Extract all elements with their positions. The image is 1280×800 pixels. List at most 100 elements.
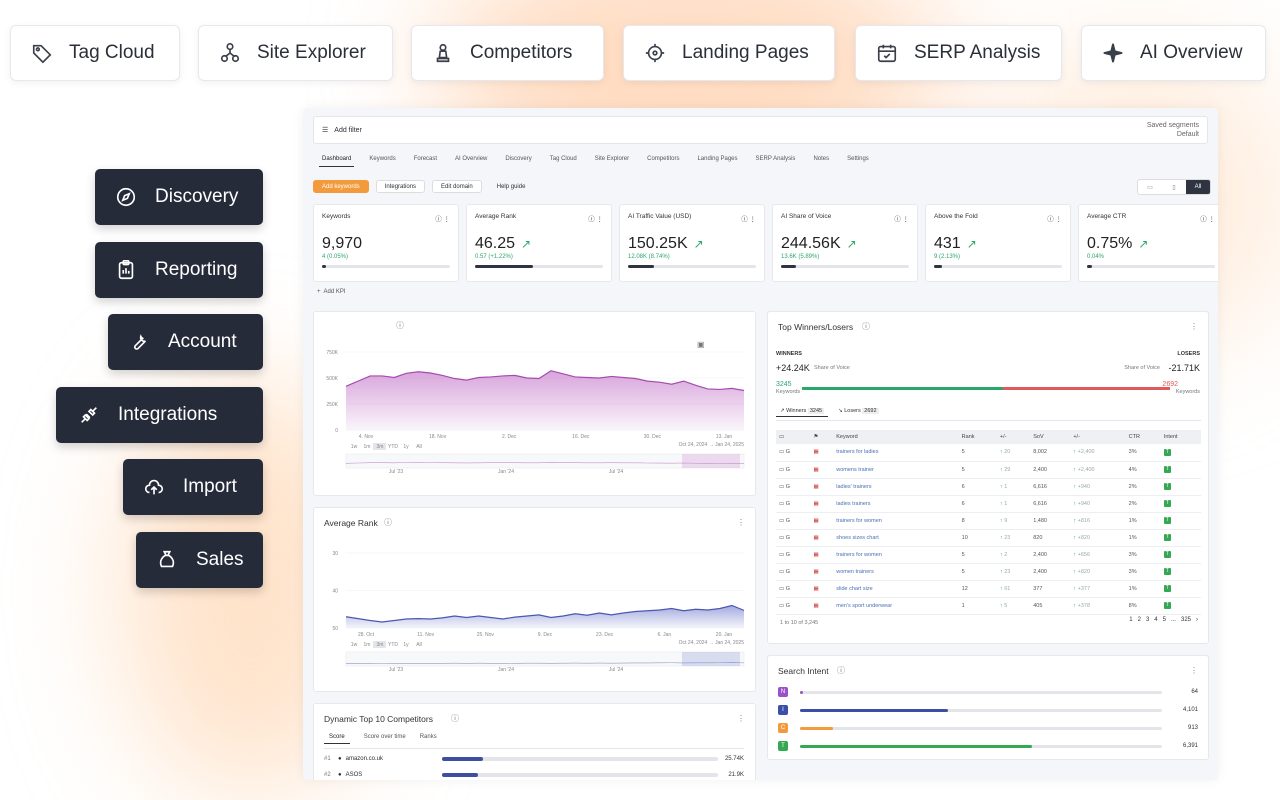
add-kpi-button[interactable]: + Add KPI (317, 289, 346, 295)
table-row[interactable]: ▭ G ▦ trainers for women 5 ↑ 2 2,400 ↑ +… (776, 546, 1201, 564)
range-button[interactable]: 1y (403, 444, 409, 450)
tab-tag-cloud[interactable]: Tag Cloud (10, 25, 180, 81)
page-link[interactable]: 5 (1162, 617, 1166, 623)
sales-button[interactable]: Sales (136, 532, 263, 588)
table-row[interactable]: ▭ G ▦ women trainers 5 ↑ 23 2,400 ↑ +820… (776, 563, 1201, 581)
nav-discovery[interactable]: Discovery (505, 156, 532, 162)
tab-landing-pages[interactable]: Landing Pages (623, 25, 835, 81)
range-button[interactable]: YTD (388, 444, 398, 450)
add-filter[interactable]: Add filter (334, 126, 362, 134)
col-country[interactable]: ⚑ (810, 430, 834, 444)
kpi-card[interactable]: Average Rank ⓘ ⋮ 46.25 ↗ 0.57 (+1.22%) (466, 204, 612, 282)
kpi-card[interactable]: Keywords ⓘ ⋮ 9,970 4 (0.05%) (313, 204, 459, 282)
col-device[interactable]: ▭ (776, 430, 811, 444)
all-view-button[interactable]: All (1186, 180, 1210, 194)
help-guide-link[interactable]: Help guide (496, 183, 526, 190)
nav-serp-analysis[interactable]: SERP Analysis (755, 156, 796, 162)
info-icon[interactable]: ⓘ (396, 321, 404, 330)
integrations-dropdown[interactable]: Integrations (375, 180, 426, 193)
edit-domain-button[interactable]: Edit domain (432, 180, 482, 193)
nav-competitors[interactable]: Competitors (647, 156, 680, 162)
visibility-chart[interactable]: 750K 500K 250K 0 4. Nov 18. Nov 2. Dec 16. Dec 3… (314, 312, 757, 497)
nav-settings[interactable]: Settings (847, 156, 869, 162)
nav-site-explorer[interactable]: Site Explorer (594, 156, 630, 162)
nav-landing-pages[interactable]: Landing Pages (697, 156, 738, 162)
kpi-card[interactable]: AI Traffic Value (USD) ⓘ ⋮ 150.25K ↗ 12.08K … (619, 204, 765, 282)
tab-site-explorer[interactable]: Site Explorer (198, 25, 393, 81)
page-link[interactable]: ... (1170, 617, 1176, 623)
range-button[interactable]: All (416, 642, 422, 648)
saved-segments[interactable]: Saved segments Default (1146, 122, 1199, 138)
page-link[interactable]: 3 (1145, 617, 1150, 623)
kpi-menu-icon[interactable]: ⓘ ⋮ (894, 216, 909, 223)
tab-serp-analysis[interactable]: SERP Analysis (855, 25, 1062, 81)
nav-ai-overview[interactable]: AI Overview (455, 156, 488, 162)
table-row[interactable]: ▭ G ▦ shoes sizes chart 10 ↑ 23 820 ↑ +8… (776, 529, 1201, 547)
filter-bar[interactable]: ☰ Add filter Saved segments Default (313, 116, 1208, 144)
table-row[interactable]: ▭ G ▦ trainers for ladies 5 ↑ 20 8,002 ↑… (776, 444, 1201, 462)
nav-dashboard[interactable]: Dashboard (313, 156, 360, 167)
table-row[interactable]: ▭ G ▦ womens trainer 5 ↑ 29 2,400 ↑ +2,4… (776, 461, 1201, 479)
competitor-row[interactable]: #2 ● ASOS 21.9K (324, 772, 744, 778)
intent-row[interactable]: N 64 (778, 686, 1198, 698)
page-link[interactable]: 1 (1129, 617, 1133, 623)
range-button[interactable]: 1w (351, 444, 358, 450)
discovery-button[interactable]: Discovery (95, 169, 263, 225)
intent-row[interactable]: T 6,391 (778, 740, 1198, 752)
competitor-row[interactable]: #1 ● amazon.co.uk 25.74K (324, 756, 744, 762)
average-rank-chart[interactable]: 30 40 50 28. Oct 11. Nov 25. Nov 9. Dec 23. Dec… (314, 508, 757, 693)
nav-keywords[interactable]: Keywords (369, 156, 396, 162)
next-page-icon[interactable]: › (1196, 617, 1198, 623)
page-link[interactable]: 325 (1180, 617, 1191, 623)
add-keywords-button[interactable]: Add keywords (313, 180, 369, 193)
table-row[interactable]: ▭ G ▦ trainers for women 8 ↑ 9 1,480 ↑ +… (776, 512, 1201, 530)
range-button[interactable]: 3m (377, 642, 384, 648)
info-icon[interactable]: ⓘ (451, 714, 459, 723)
kpi-menu-icon[interactable]: ⓘ ⋮ (588, 216, 603, 223)
kpi-menu-icon[interactable]: ⓘ ⋮ (1047, 216, 1062, 223)
range-button[interactable]: 1y (403, 642, 409, 648)
kpi-menu-icon[interactable]: ⓘ ⋮ (435, 216, 450, 223)
info-icon[interactable]: ⓘ (862, 322, 870, 331)
nav-notes[interactable]: Notes (813, 156, 830, 162)
more-icon[interactable]: ⋮ (737, 714, 745, 723)
kpi-card[interactable]: Above the Fold ⓘ ⋮ 431 ↗ 9 (2.13%) (925, 204, 1071, 282)
nav-forecast[interactable]: Forecast (413, 156, 438, 162)
nav-tag-cloud[interactable]: Tag Cloud (549, 156, 577, 162)
range-button[interactable]: All (416, 444, 422, 450)
tab-competitors[interactable]: Competitors (411, 25, 604, 81)
kpi-card[interactable]: Average CTR ⓘ ⋮ 0.75% ↗ 0.04% (1078, 204, 1218, 282)
account-button[interactable]: Account (108, 314, 263, 370)
intent-row[interactable]: C 913 (778, 722, 1198, 734)
table-row[interactable]: ▭ G ▦ slide chart size 12 ↑ 61 377 ↑ +37… (776, 580, 1201, 598)
tab-score[interactable]: Score (324, 734, 350, 744)
kpi-menu-icon[interactable]: ⓘ ⋮ (1200, 216, 1215, 223)
import-button[interactable]: Import (123, 459, 263, 515)
table-row[interactable]: ▭ G ▦ ladies' trainers 6 ↑ 1 6,616 ↑ +94… (776, 478, 1201, 496)
info-icon[interactable]: ⓘ (837, 666, 845, 675)
more-icon[interactable]: ⋮ (1190, 666, 1198, 675)
tab-winners[interactable]: ↗ Winners 3245 (776, 408, 829, 417)
kpi-menu-icon[interactable]: ⓘ ⋮ (741, 216, 756, 223)
range-button[interactable]: 1w (351, 642, 358, 648)
navigator-window[interactable] (682, 652, 740, 666)
range-button[interactable]: 1m (364, 444, 371, 450)
more-icon[interactable]: ⋮ (1190, 322, 1198, 331)
tab-losers[interactable]: ↘ Losers 2692 (838, 408, 879, 414)
tab-ai-overview[interactable]: AI Overview (1081, 25, 1266, 81)
export-image-icon[interactable]: ▣ (697, 340, 705, 349)
tab-ranks[interactable]: Ranks (419, 734, 437, 740)
range-button[interactable]: 1m (364, 642, 371, 648)
info-icon[interactable]: ⓘ (384, 518, 392, 527)
integrations-button[interactable]: Integrations (56, 387, 263, 443)
kpi-card[interactable]: AI Share of Voice ⓘ ⋮ 244.56K ↗ 13.6K (5.89%… (772, 204, 918, 282)
table-row[interactable]: ▭ G ▦ ladies trainers 6 ↑ 1 6,616 ↑ +940… (776, 495, 1201, 513)
desktop-view-icon[interactable]: ▭ (1147, 184, 1153, 191)
tab-score-over-time[interactable]: Score over time (363, 734, 406, 740)
table-row[interactable]: ▭ G ▦ men's sport underwear 1 ↑ 5 405 ↑ … (776, 597, 1201, 615)
more-icon[interactable]: ⋮ (737, 518, 745, 527)
navigator-window[interactable] (682, 454, 740, 468)
intent-row[interactable]: I 4,101 (778, 704, 1198, 716)
reporting-button[interactable]: Reporting (95, 242, 263, 298)
mobile-view-icon[interactable]: ▯ (1172, 184, 1176, 191)
